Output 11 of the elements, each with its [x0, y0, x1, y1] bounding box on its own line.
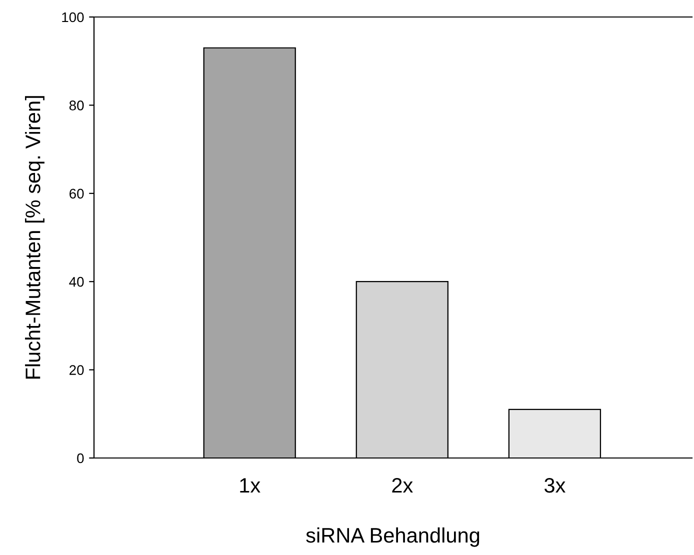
- x-tick-label: 1x: [240, 478, 260, 493]
- x-tick-label: 3x: [544, 478, 566, 493]
- y-tick-label: 60: [70, 188, 84, 199]
- y-tick-label: 0: [77, 453, 84, 464]
- y-tick-label: 20: [70, 365, 84, 375]
- y-axis-title: Flucht-Mutanten [% seq. Viren]: [25, 96, 44, 379]
- x-axis-title: siRNA Behandlung: [306, 527, 480, 547]
- x-tick-label: 2x: [392, 478, 413, 493]
- y-tick-label: 100: [62, 12, 84, 22]
- y-tick-label: 40: [69, 276, 84, 287]
- y-tick-label: 80: [69, 100, 84, 110]
